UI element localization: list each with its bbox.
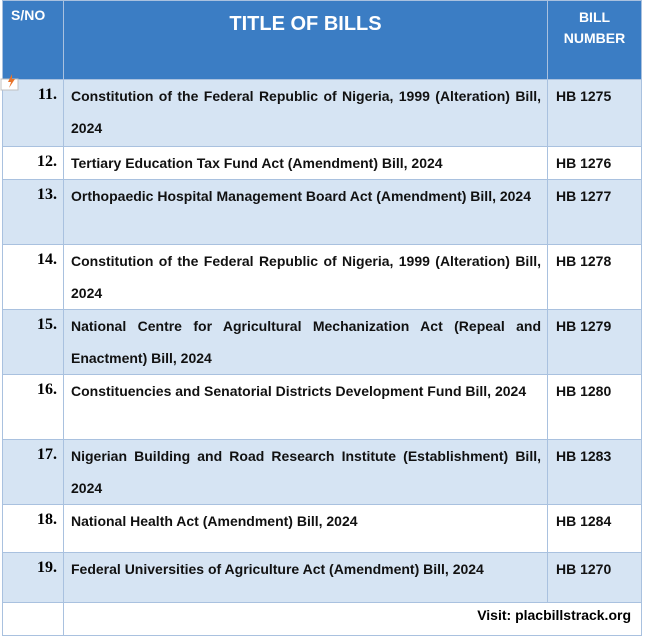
- bill-number: HB 1275: [547, 79, 642, 147]
- bill-row: 18. National Health Act (Amendment) Bill,…: [2, 504, 642, 553]
- bill-row: 12. Tertiary Education Tax Fund Act (Amen…: [2, 146, 642, 180]
- bill-row: 19. Federal Universities of Agriculture A…: [2, 552, 642, 603]
- bill-number: HB 1284: [547, 504, 642, 553]
- bill-title: Federal Universities of Agriculture Act …: [63, 552, 548, 603]
- bill-row: 11. Constitution of the Federal Republic …: [2, 79, 642, 147]
- sno: 12.: [2, 146, 64, 180]
- bill-row: 17. Nigerian Building and Road Research I…: [2, 439, 642, 505]
- bill-title: Orthopaedic Hospital Management Board Ac…: [63, 179, 548, 245]
- bill-title: Nigerian Building and Road Research Inst…: [63, 439, 548, 505]
- sno: 18.: [2, 504, 64, 553]
- header-row: S/NO TITLE OF BILLS BILL NUMBER: [2, 0, 642, 80]
- bill-title: Constituencies and Senatorial Districts …: [63, 374, 548, 440]
- bill-number: HB 1278: [547, 244, 642, 310]
- bill-title: National Health Act (Amendment) Bill, 20…: [63, 504, 548, 553]
- sno: 17.: [2, 439, 64, 505]
- footer-row: Visit: placbillstrack.org: [2, 602, 642, 636]
- sno: 15.: [2, 309, 64, 375]
- sno: 16.: [2, 374, 64, 440]
- bill-number: HB 1279: [547, 309, 642, 375]
- bill-title: Tertiary Education Tax Fund Act (Amendme…: [63, 146, 548, 180]
- bill-number: HB 1277: [547, 179, 642, 245]
- header-sno: S/NO: [2, 0, 64, 80]
- bill-number: HB 1280: [547, 374, 642, 440]
- bill-row: 13. Orthopaedic Hospital Management Board…: [2, 179, 642, 245]
- header-title: TITLE OF BILLS: [63, 0, 548, 80]
- bill-row: 14. Constitution of the Federal Republic …: [2, 244, 642, 310]
- sno: 19.: [2, 552, 64, 603]
- bill-title: Constitution of the Federal Republic of …: [63, 244, 548, 310]
- bill-number: HB 1276: [547, 146, 642, 180]
- empty-cell: [2, 602, 64, 636]
- bill-title: National Centre for Agricultural Mechani…: [63, 309, 548, 375]
- bill-row: 16. Constituencies and Senatorial Distric…: [2, 374, 642, 440]
- header-bill-number: BILL NUMBER: [547, 0, 642, 80]
- bill-row: 15. National Centre for Agricultural Mech…: [2, 309, 642, 375]
- table-body: 11. Constitution of the Federal Republic …: [2, 79, 642, 636]
- footer-link: Visit: placbillstrack.org: [63, 602, 642, 636]
- sno: 14.: [2, 244, 64, 310]
- sno: 13.: [2, 179, 64, 245]
- icon: [0, 74, 19, 91]
- bill-number: HB 1283: [547, 439, 642, 505]
- bill-number: HB 1270: [547, 552, 642, 603]
- bill-title: Constitution of the Federal Republic of …: [63, 79, 548, 147]
